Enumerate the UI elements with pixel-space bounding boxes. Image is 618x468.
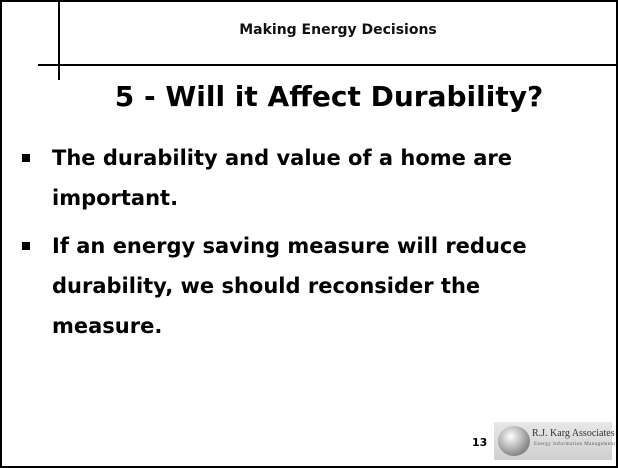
bullet: The durability and value of a home are i… xyxy=(20,138,580,218)
slide-title: 5 - Will it Affect Durability? xyxy=(114,80,544,113)
divider-horizontal xyxy=(38,64,616,66)
logo-globe xyxy=(498,426,530,456)
header-title: Making Energy Decisions xyxy=(239,22,437,38)
page-number: 13 xyxy=(472,436,488,449)
logo-tagline: Energy Information Management xyxy=(534,442,616,447)
divider-vertical xyxy=(58,2,60,80)
bullet-list: The durability and value of a home are i… xyxy=(20,138,580,354)
logo-name: R.J. Karg Associates xyxy=(532,428,615,439)
bullet: If an energy saving measure will reduce … xyxy=(20,226,580,346)
logo: R.J. Karg Associates Energy Information … xyxy=(494,422,616,460)
